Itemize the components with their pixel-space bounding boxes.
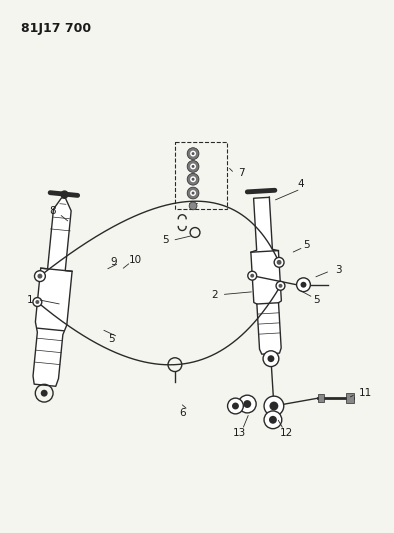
Circle shape	[191, 191, 195, 195]
Text: 13: 13	[233, 427, 246, 438]
Circle shape	[269, 401, 278, 410]
Circle shape	[41, 390, 48, 397]
Circle shape	[190, 164, 196, 169]
Circle shape	[248, 271, 256, 280]
Text: 5: 5	[162, 236, 169, 245]
Circle shape	[228, 398, 243, 414]
Circle shape	[189, 202, 197, 210]
Circle shape	[269, 416, 277, 424]
Text: 2: 2	[212, 289, 218, 300]
Polygon shape	[251, 197, 281, 354]
Circle shape	[191, 165, 195, 168]
Circle shape	[243, 400, 251, 408]
Circle shape	[37, 273, 43, 279]
Circle shape	[35, 271, 45, 281]
Text: 81J17 700: 81J17 700	[20, 21, 91, 35]
Circle shape	[33, 297, 42, 306]
Text: 7: 7	[238, 168, 245, 179]
Text: 3: 3	[335, 265, 341, 275]
Circle shape	[268, 355, 274, 362]
Circle shape	[232, 402, 239, 409]
Text: 5: 5	[108, 334, 115, 344]
Text: 6: 6	[179, 408, 186, 418]
Circle shape	[250, 274, 254, 278]
Text: 10: 10	[129, 255, 143, 265]
Circle shape	[187, 160, 199, 172]
Bar	[346, 393, 354, 403]
Circle shape	[190, 151, 196, 157]
Circle shape	[297, 278, 310, 292]
Circle shape	[277, 260, 282, 265]
Circle shape	[301, 282, 307, 288]
Circle shape	[264, 396, 284, 416]
Polygon shape	[33, 198, 72, 386]
Text: 4: 4	[297, 179, 304, 189]
Circle shape	[190, 190, 196, 196]
Bar	[175, 142, 227, 209]
Circle shape	[279, 284, 282, 288]
Circle shape	[187, 148, 199, 159]
Circle shape	[276, 281, 285, 290]
Circle shape	[263, 351, 279, 367]
Circle shape	[187, 173, 199, 185]
Text: 12: 12	[280, 427, 294, 438]
Circle shape	[190, 176, 196, 182]
Circle shape	[264, 411, 282, 429]
Text: 9: 9	[110, 257, 117, 267]
Circle shape	[238, 395, 256, 413]
Circle shape	[191, 178, 195, 181]
Text: 5: 5	[313, 295, 320, 304]
Circle shape	[191, 152, 195, 155]
Bar	[318, 394, 324, 402]
Circle shape	[187, 187, 199, 199]
Text: 1: 1	[27, 295, 34, 304]
Text: 8: 8	[49, 206, 56, 216]
Text: 5: 5	[303, 240, 310, 251]
Circle shape	[35, 300, 39, 304]
Text: 11: 11	[359, 388, 372, 398]
Circle shape	[274, 257, 284, 267]
